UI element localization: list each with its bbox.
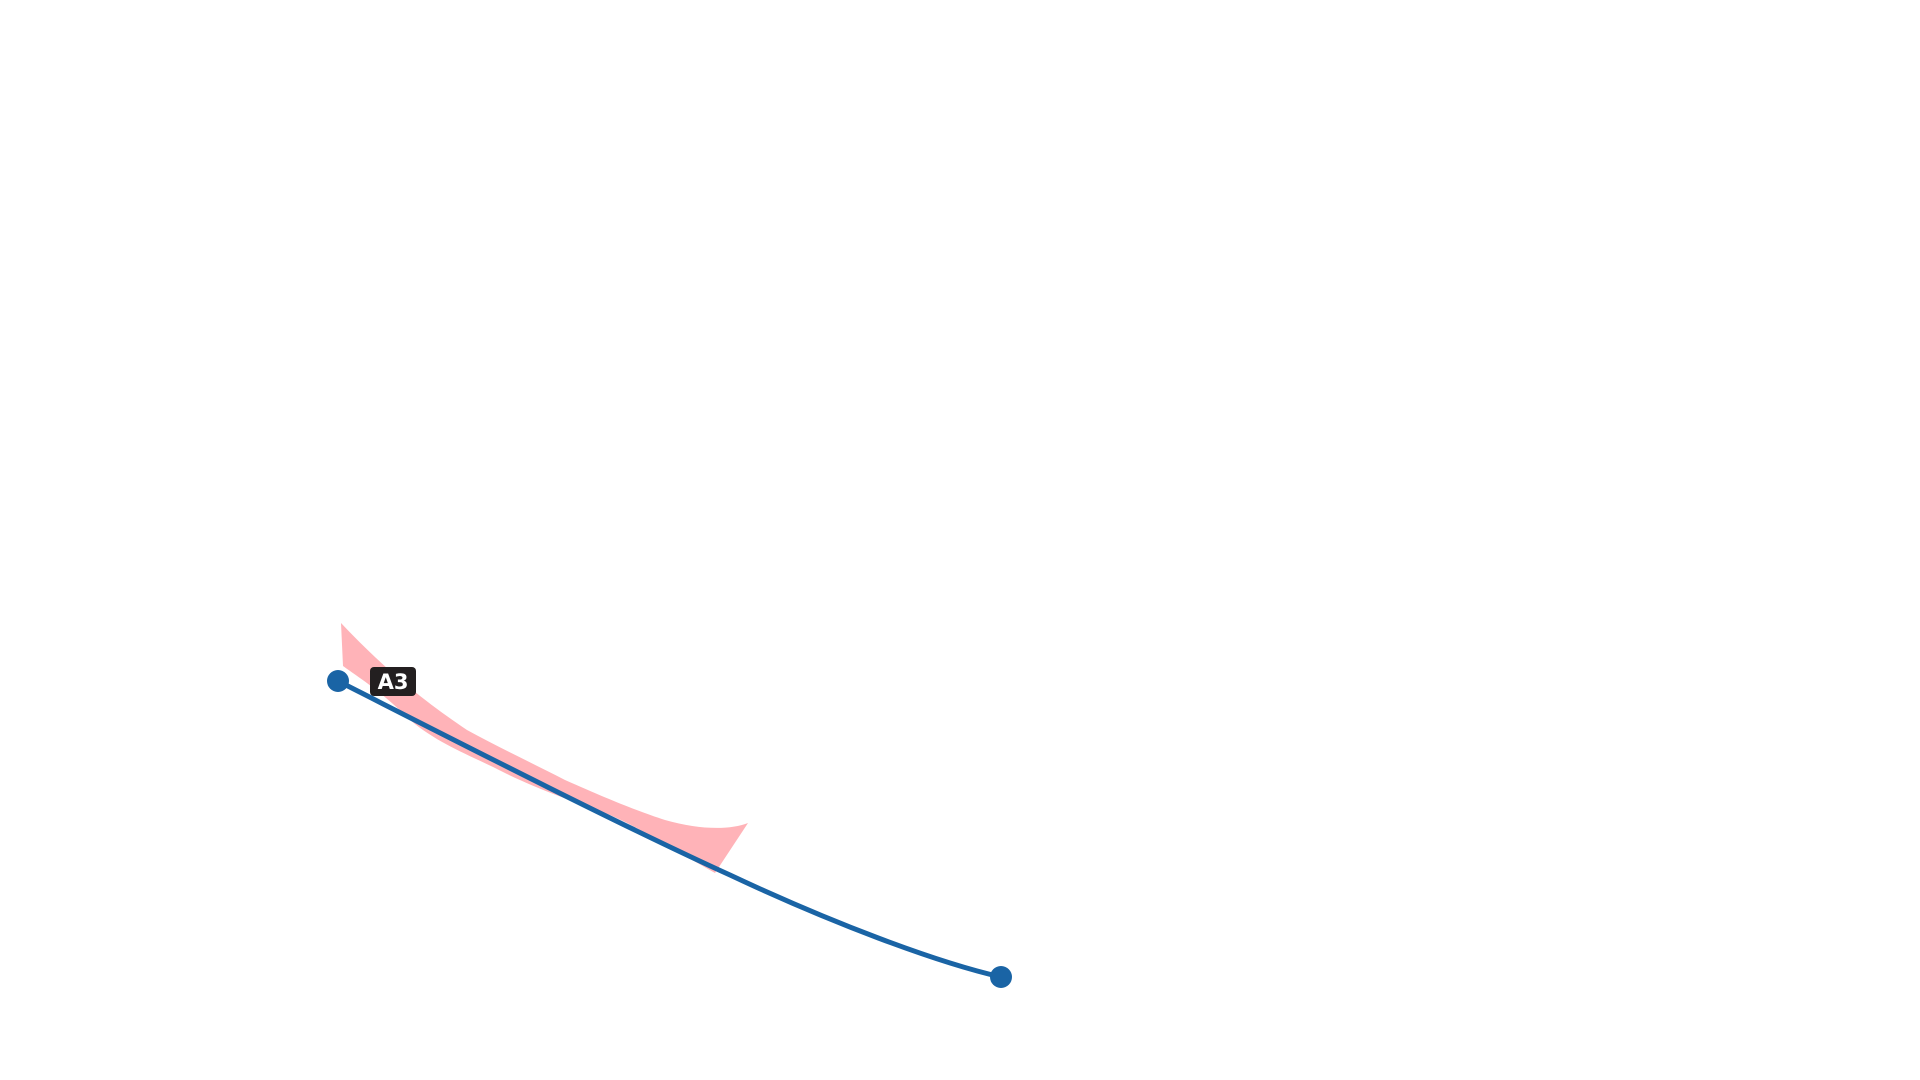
route-label: A3 xyxy=(378,670,409,694)
route-start-point[interactable] xyxy=(327,670,349,692)
route-label-badge: A3 xyxy=(370,667,416,696)
route-label-background xyxy=(370,667,416,696)
highlighted-area xyxy=(341,623,748,873)
route-line[interactable] xyxy=(335,678,1004,980)
route-end-point[interactable] xyxy=(990,966,1012,988)
